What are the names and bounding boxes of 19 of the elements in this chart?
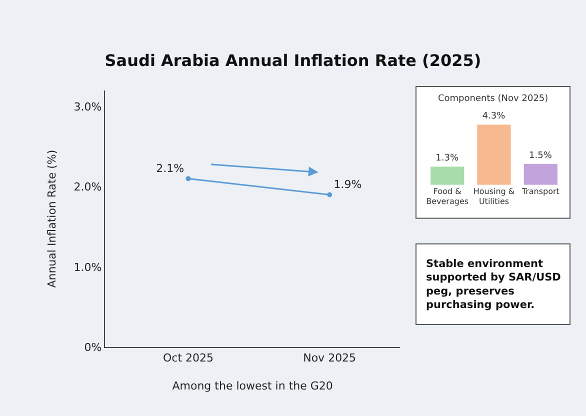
x-axis-title: Among the lowest in the G20 xyxy=(172,380,333,393)
x-tick-label: Food & Beverages xyxy=(426,186,469,206)
data-label: 1.5% xyxy=(529,150,552,161)
x-tick-label: Oct 2025 xyxy=(163,351,214,364)
data-label: 1.9% xyxy=(334,178,362,191)
x-tick-label: Transport xyxy=(520,186,560,196)
x-tick-label: Housing & Utilities xyxy=(473,186,515,206)
data-label: 2.1% xyxy=(156,162,184,175)
chart-title: Saudi Arabia Annual Inflation Rate (2025) xyxy=(104,50,482,70)
y-tick-label: 2.0% xyxy=(74,180,102,194)
chart-title: Components (Nov 2025) xyxy=(438,94,548,104)
text: Stable environment supported by SAR/USD peg, preserves purchasing power. xyxy=(426,258,562,311)
y-axis-title: Annual Inflation Rate (%) xyxy=(45,150,58,288)
data-label: 1.3% xyxy=(436,154,459,164)
y-tick-label: 1.0% xyxy=(74,260,102,274)
y-tick-label: 0% xyxy=(84,341,102,354)
x-tick-label: Nov 2025 xyxy=(303,351,356,364)
data-label: 4.3% xyxy=(482,112,506,122)
y-tick-label: 3.0% xyxy=(74,100,102,114)
